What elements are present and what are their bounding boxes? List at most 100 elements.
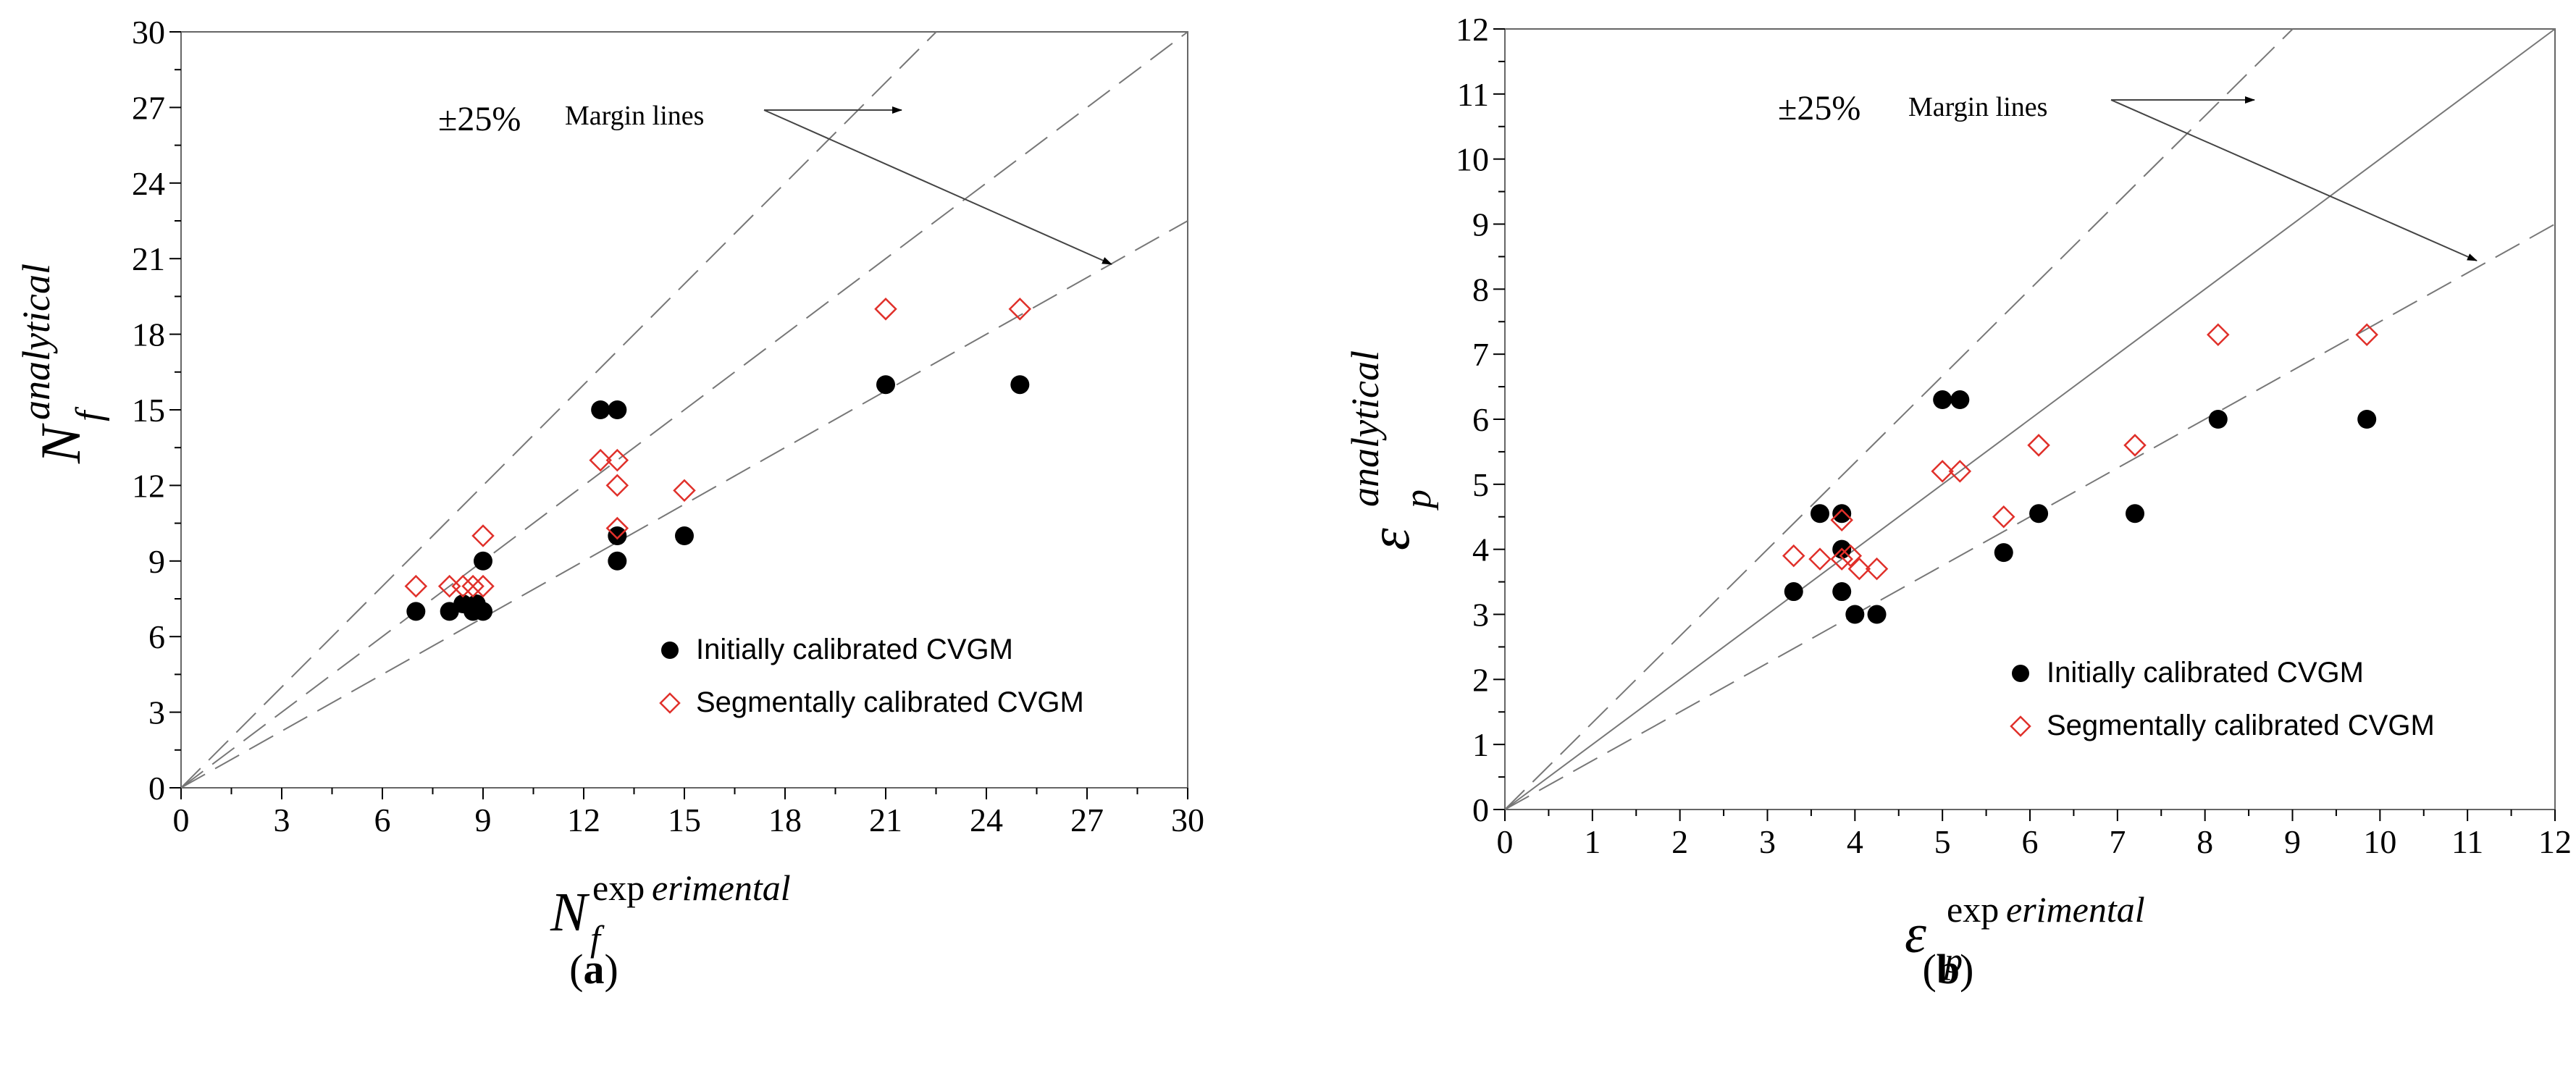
panel-b-legend-label-initial: Initially calibrated CVGM	[2047, 657, 2364, 689]
panel-a-x-tick-label: 30	[1171, 802, 1204, 838]
panel-b-segmental-point	[1782, 544, 1805, 568]
panel-b-x-tick-label: 9	[2284, 823, 2301, 860]
panel-a-segmental-point	[404, 574, 428, 598]
panel-b-initial-point	[1811, 504, 1829, 524]
panel-a-y-tick-label: 18	[132, 316, 165, 353]
panel-b-x-tick-label: 4	[1847, 823, 1863, 860]
panel-a-initial-point	[876, 375, 895, 395]
panel-a-segmental-point	[673, 479, 696, 503]
panel-a-x-tick-label: 0	[173, 802, 190, 838]
panel-a-annotation-text: Margin lines	[565, 101, 704, 131]
panel-b-segmental-point	[1847, 557, 1871, 581]
panel-b-initial-point	[1784, 582, 1803, 602]
panel-b-label: (b)	[1923, 946, 1974, 993]
panel-a-y-tick-label: 15	[132, 392, 165, 429]
panel-a-label: (a)	[569, 946, 618, 993]
panel-b-x-tick-label: 7	[2109, 823, 2126, 860]
panel-b-x-tick-label: 1	[1584, 823, 1600, 860]
panel-b-initial-point	[1933, 390, 1952, 410]
panel-b-x-axis-label: ε p exp erimental	[1905, 889, 2145, 980]
panel-a-y-axis-label: Nf analytical	[14, 264, 110, 464]
panel-b-y-tick-label: 7	[1472, 336, 1489, 373]
panel-b-x-axis-subscript: p	[1942, 940, 1963, 980]
panel-a-initial-point	[1010, 375, 1030, 395]
panel-b-y-tick-label: 5	[1472, 466, 1489, 503]
panel-b-y-tick-label: 6	[1472, 401, 1489, 438]
panel-a-segmental-point	[471, 524, 495, 547]
panel-b-y-axis-superscript: analytical	[1343, 350, 1387, 507]
panel-b-x-tick-label: 2	[1671, 823, 1688, 860]
panel-b-segmental-point	[1992, 505, 2015, 529]
panel-b-x-axis-superscript-upright: exp	[1947, 889, 1999, 930]
panel-a-x-tick-label: 9	[475, 802, 492, 838]
panel-b-segmental-point	[1931, 460, 1954, 483]
panel-b-initial-point	[1950, 390, 1970, 410]
panel-a-x-tick-label: 12	[567, 802, 600, 838]
panel-a-annotation-pm: ±25%	[438, 100, 521, 138]
panel-a-y-tick-label: 30	[132, 14, 165, 51]
panel-b-x-tick-label: 11	[2451, 823, 2483, 860]
panel-b-segmental-point	[1830, 508, 1853, 532]
panel-a-y-axis-subscript: f	[69, 406, 110, 421]
panel-b-y-tick-label: 4	[1472, 531, 1489, 568]
panel-a-reference-line	[180, 220, 1188, 789]
panel-b-initial-point	[2208, 410, 2228, 429]
panel-a-y-tick-label: 3	[148, 694, 165, 731]
panel-a-x-axis-superscript-italic: erimental	[652, 867, 791, 908]
panel-a-segmental-point	[451, 574, 474, 598]
panel-b-initial-point	[2029, 504, 2049, 524]
panel-b-y-axis-symbol: ε	[1358, 528, 1421, 550]
panel-b-segmental-point	[1948, 460, 1972, 483]
panel-a-y-tick-label: 12	[132, 467, 165, 504]
panel-b-x-tick-label: 3	[1759, 823, 1776, 860]
panel-b-annotation-pm: ±25%	[1778, 89, 1860, 127]
panel-b-initial-point	[1867, 605, 1887, 624]
panel-a-y-tick-label: 24	[132, 165, 165, 202]
panel-a-initial-point	[608, 526, 627, 545]
panel-b-initial-point	[2126, 504, 2144, 524]
panel-a-y-tick-label: 0	[148, 770, 165, 807]
panel-a-reference-line	[180, 31, 937, 789]
panel-a-reference-line	[180, 31, 1188, 789]
panel-b-initial-point	[1994, 543, 2013, 563]
panel-b-annotation-text: Margin lines	[1908, 92, 2047, 122]
panel-a-x-tick-label: 18	[768, 802, 802, 838]
panel-a-x-tick-label: 15	[668, 802, 701, 838]
panel-a-segmental-point	[605, 474, 629, 497]
panel-b-initial-point	[2357, 410, 2377, 429]
panel-b-x-tick-label: 0	[1497, 823, 1514, 860]
panel-b-y-tick-label: 11	[1457, 76, 1489, 113]
panel-a-initial-point	[406, 602, 426, 621]
panel-b-initial-point	[1845, 605, 1865, 624]
panel-a-x-axis-symbol: N	[550, 882, 590, 943]
panel-b-reference-line	[1504, 28, 2294, 810]
panel-b-x-axis-superscript-italic: erimental	[2006, 889, 2145, 930]
panel-a-segmental-point	[589, 448, 612, 472]
panel-b-segmental-point	[2207, 323, 2230, 346]
panel-a-segmental-point	[1008, 298, 1032, 321]
panel-a-legend-marker-segmental	[659, 692, 681, 714]
panel-a-y-tick-label: 6	[148, 618, 165, 655]
panel-b-y-axis-label: εp analytical	[1343, 350, 1439, 550]
panel-a-segmental-point	[461, 574, 484, 598]
panel-b-segmental-point	[1865, 557, 1889, 581]
panel-a-initial-point	[675, 526, 694, 545]
panel-a-y-tick-label: 27	[132, 89, 165, 126]
panel-b-segmental-point	[2123, 434, 2147, 457]
panel-a-y-tick-label: 21	[132, 240, 165, 277]
panel-b-x-tick-label: 8	[2197, 823, 2213, 860]
panel-a-segmental-point	[471, 574, 495, 598]
panel-b-y-tick-label: 10	[1456, 141, 1489, 178]
panel-a-x-axis-superscript-upright: exp	[592, 867, 645, 908]
panel-b-y-tick-label: 12	[1456, 11, 1489, 48]
panel-b-y-tick-label: 8	[1472, 271, 1489, 308]
panel-b-segmental-point	[1808, 547, 1832, 571]
panel-a-chart: 0 3 6 9 12 15 18 21 24 27 30 0 3 6 9 12 15 18 21 24 27 30 ±25%…	[14, 14, 1204, 993]
panel-a-x-tick-label: 24	[970, 802, 1003, 838]
panel-a-segmental-point	[605, 516, 629, 540]
panel-b-segmental-point	[2027, 434, 2050, 457]
panel-b-legend-marker-segmental	[2010, 715, 2031, 737]
